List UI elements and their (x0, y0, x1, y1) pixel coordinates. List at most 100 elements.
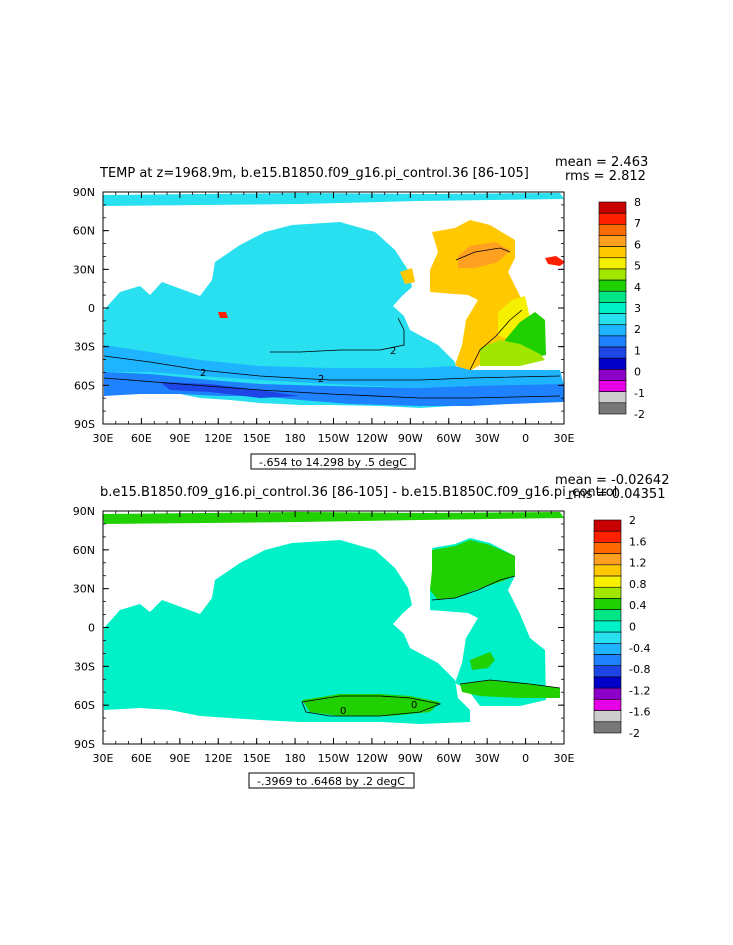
top-lat-label: 30N (73, 263, 95, 276)
top-colorbar-swatch (598, 302, 627, 314)
top-colorbar-swatch (598, 313, 627, 326)
bottom-lat-label: 0 (88, 622, 95, 635)
top-colorbar-label: 5 (634, 260, 641, 273)
top-lat-label: 90N (73, 186, 95, 199)
bottom-lon-label: 60E (131, 752, 152, 765)
top-contour-line (455, 247, 511, 261)
top-colorbar-swatch (598, 212, 627, 225)
bottom-main-ocean (104, 540, 470, 724)
top-colorbar-swatch (598, 235, 627, 247)
bottom-southern-green-2 (460, 680, 560, 698)
bottom-contour-label: 0 (340, 706, 346, 717)
bottom-colorbar-swatch (593, 598, 622, 610)
bottom-lon-label: 120E (204, 752, 232, 765)
top-lon-label: 120E (204, 432, 232, 445)
top-lon-label: 90E (169, 432, 190, 445)
bottom-colorbar-label: 1.6 (629, 535, 647, 548)
bottom-colorbar-label: -1.6 (629, 706, 650, 719)
bottom-lon-label: 60W (436, 752, 461, 765)
bottom-lon-label: 150W (318, 752, 350, 765)
bottom-lon-label: 120W (356, 752, 388, 765)
bottom-atlantic-green-south (470, 652, 495, 670)
bottom-map-field: 0 0 (103, 512, 564, 724)
bottom-colorbar-label: 0.4 (629, 599, 647, 612)
bottom-lat-label: 60N (73, 544, 95, 557)
bottom-lat-label: 30S (74, 660, 95, 673)
bottom-title: b.e15.B1850.f09_g16.pi_control.36 [86-10… (100, 485, 617, 500)
bottom-rms: rms = 0.04351 (568, 487, 665, 502)
bottom-colorbar-swatch (593, 519, 622, 532)
bottom-colorbar-swatch (593, 530, 622, 543)
top-colorbar-swatch (598, 246, 627, 259)
top-colorbar-swatch (598, 324, 627, 337)
top-lat-label: 90S (74, 418, 95, 431)
bottom-colorbar-swatch (593, 564, 622, 577)
top-lon-label: 90W (398, 432, 423, 445)
bottom-colorbar-swatch (593, 699, 622, 711)
bottom-colorbar-swatch (593, 586, 622, 599)
bottom-colorbar-label: -1.2 (629, 684, 650, 697)
top-lat-label: 30S (74, 341, 95, 354)
bottom-colorbar-swatch (593, 643, 622, 655)
top-lat-label: 60S (74, 379, 95, 392)
top-med-hotspot (545, 256, 565, 266)
top-lon-label: 30E (93, 432, 114, 445)
bottom-contour-line (431, 575, 516, 601)
top-lat-label: 0 (88, 302, 95, 315)
bottom-colorbar-swatch (593, 609, 622, 622)
top-south-atlantic-lime (480, 340, 545, 366)
bottom-contour-info: -.3969 to .6468 by .2 degC (257, 775, 405, 788)
top-atlantic-spot (400, 268, 415, 284)
top-colorbar-swatch (598, 346, 627, 359)
top-southern-band-2 (104, 372, 564, 406)
top-lat-axis: 90N 60N 30N 0 30S 60S 90S (73, 186, 95, 431)
top-colorbar-label: 0 (634, 366, 641, 379)
top-colorbar-swatch (598, 290, 627, 303)
bottom-lon-label: 180 (285, 752, 306, 765)
bottom-colorbar-swatch (593, 721, 622, 734)
top-colorbar-label: -2 (634, 408, 645, 421)
bottom-colorbar-swatch (593, 676, 622, 689)
bottom-colorbar-label: 0 (629, 621, 636, 634)
bottom-mean: mean = -0.02642 (555, 473, 669, 488)
top-contour-label: 2 (390, 346, 396, 357)
top-colorbar-label: 2 (634, 323, 641, 336)
top-contour-line (270, 317, 405, 353)
top-colorbar-label: -1 (634, 387, 645, 400)
bottom-lat-label: 90S (74, 738, 95, 751)
bottom-colorbar-swatch (593, 687, 622, 700)
top-colorbar-swatch (598, 369, 627, 381)
top-lon-label: 60E (131, 432, 152, 445)
bottom-colorbar-swatch (593, 575, 622, 588)
bottom-panel: b.e15.B1850.f09_g16.pi_control.36 [86-10… (73, 473, 669, 789)
top-ticks (102, 191, 565, 425)
bottom-lon-label: 150E (243, 752, 271, 765)
bottom-lon-label: 30E (93, 752, 114, 765)
top-contour-label: 2 (318, 374, 324, 385)
top-lon-axis: 30E 60E 90E 120E 150E 180 150W 120W 90W 60W 30W 0 30… (93, 432, 575, 445)
bottom-colorbar-label: 1.2 (629, 557, 647, 570)
bottom-lat-label: 60S (74, 699, 95, 712)
top-lon-label: 150W (318, 432, 350, 445)
top-colorbar-label: 8 (634, 196, 641, 209)
bottom-colorbar: 2 1.6 1.2 0.8 0.4 0 -0.4 -0.8 -1.2 -1.6 -2 (593, 514, 650, 740)
bottom-lon-axis: 30E 60E 90E 120E 150E 180 150W 120W 90W 60W 30W 0 30… (93, 752, 575, 765)
bottom-lon-label: 30E (554, 752, 575, 765)
top-map-field: 2 2 2 (103, 193, 565, 408)
top-contour-info: -.654 to 14.298 by .5 degC (259, 456, 407, 469)
top-colorbar-swatch (598, 402, 627, 415)
top-colorbar-swatch (598, 357, 627, 370)
top-colorbar-swatch (598, 201, 627, 214)
bottom-colorbar-label: -0.8 (629, 663, 650, 676)
top-colorbar-swatch (598, 380, 627, 392)
bottom-contour-label: 0 (411, 700, 417, 711)
top-colorbar: 8 7 6 5 4 3 2 1 0 -1 -2 (598, 196, 645, 421)
bottom-greenland-green (450, 544, 478, 566)
top-contour-line (469, 309, 523, 371)
bottom-colorbar-swatch (593, 631, 622, 644)
bottom-lon-label: 30W (475, 752, 500, 765)
bottom-contour-line (459, 679, 561, 689)
top-southern-band-3 (160, 382, 300, 398)
bottom-lon-label: 90W (398, 752, 423, 765)
bottom-colorbar-label: -0.4 (629, 642, 650, 655)
